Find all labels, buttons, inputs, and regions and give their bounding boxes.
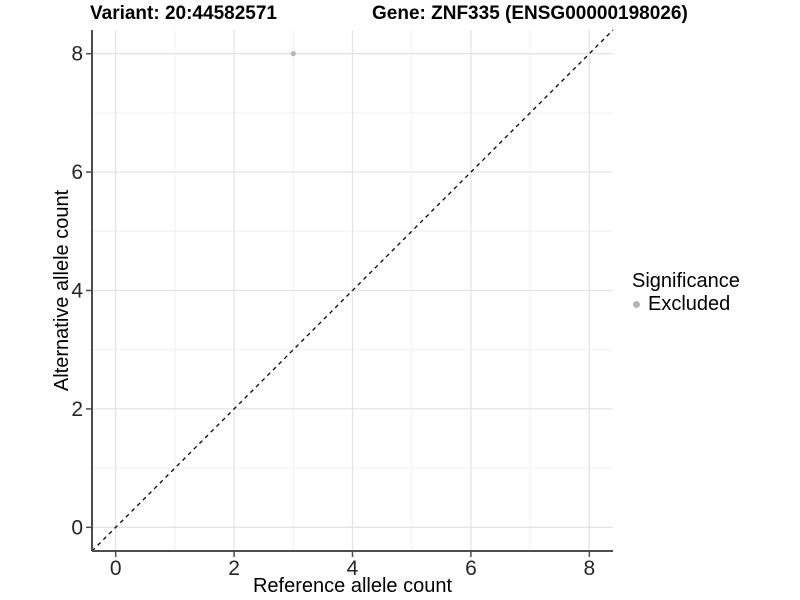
x-tick-label: 8 <box>583 557 595 580</box>
gene-title: Gene: ZNF335 (ENSG00000198026) <box>372 3 688 24</box>
x-axis-title: Reference allele count <box>253 575 452 597</box>
data-points <box>290 51 296 57</box>
y-axis-title: Alternative allele count <box>51 189 73 391</box>
legend-item-excluded: Excluded <box>630 293 740 316</box>
x-tick-label: 2 <box>228 557 240 580</box>
data-point <box>290 51 296 57</box>
y-tick-label: 4 <box>71 280 83 303</box>
x-tick-label: 4 <box>347 557 359 580</box>
legend-title: Significance <box>632 270 740 292</box>
legend-item-label: Excluded <box>648 293 731 315</box>
y-tick-label: 0 <box>71 516 83 539</box>
identity-dashed-line <box>91 29 614 552</box>
x-tick-label: 6 <box>465 557 477 580</box>
gridlines-major <box>92 30 613 551</box>
tick-marks <box>86 52 591 557</box>
tick-labels: 0 2 4 6 8 0 2 4 6 8 <box>71 43 595 580</box>
y-tick-label: 8 <box>71 43 83 66</box>
y-tick-label: 6 <box>71 161 83 184</box>
excluded-marker-icon <box>633 301 640 308</box>
legend: Significance Excluded <box>630 270 740 316</box>
variant-title: Variant: 20:44582571 <box>90 3 277 24</box>
x-tick-label: 0 <box>110 557 122 580</box>
y-tick-label: 2 <box>71 398 83 421</box>
